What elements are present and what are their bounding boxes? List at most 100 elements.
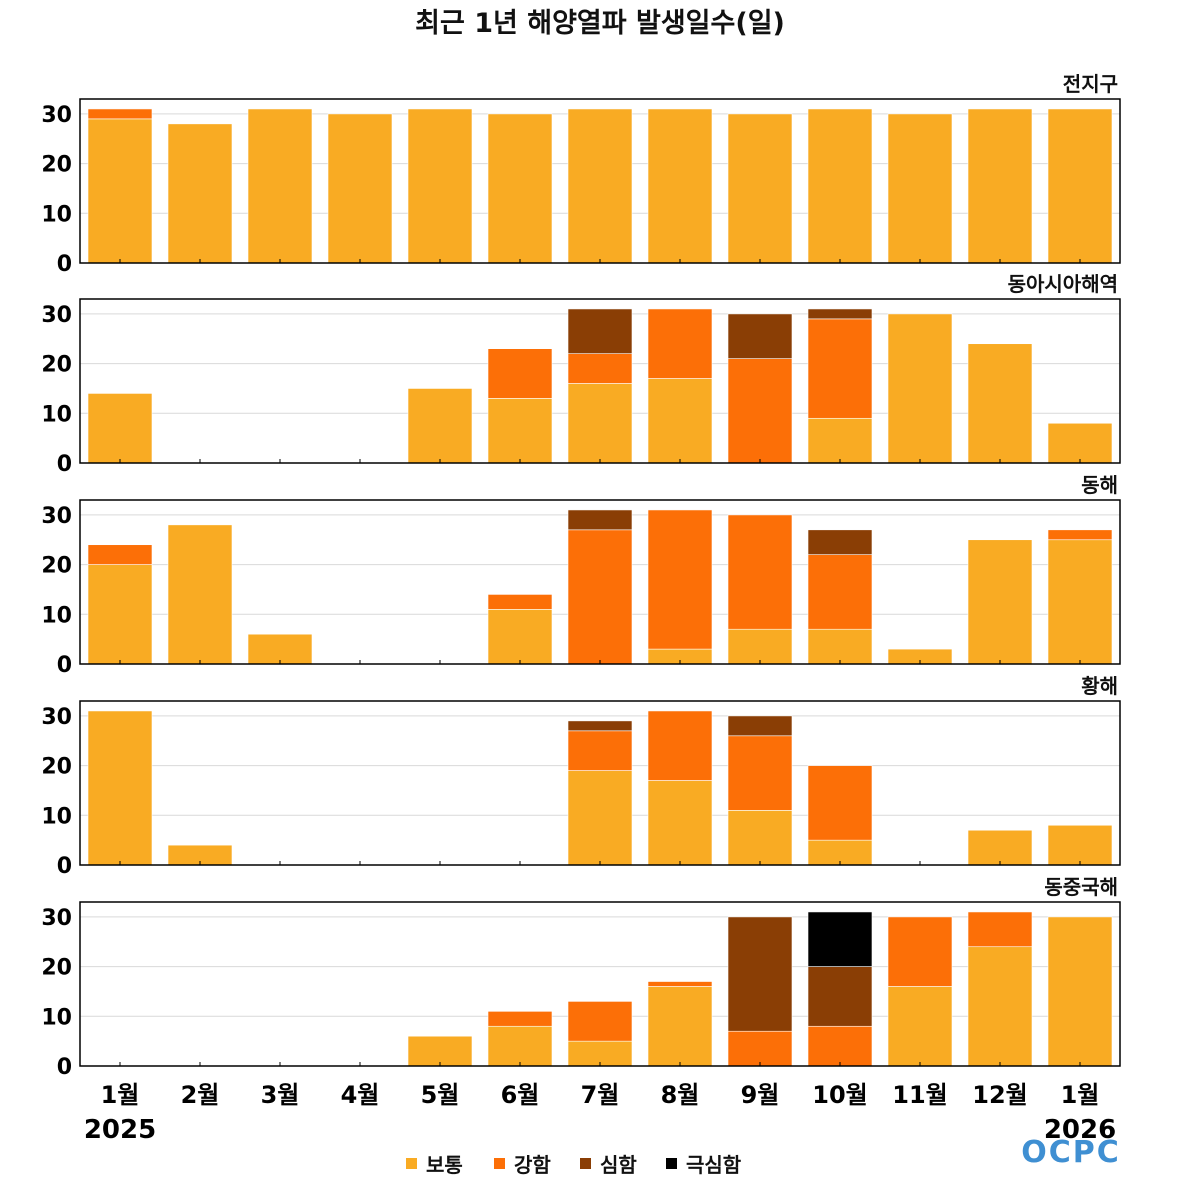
bar-segment — [487, 609, 553, 665]
panel-title: 전지구 — [1063, 72, 1118, 96]
chart-panels: 전지구 0 10 20 30 동아시아해역 0 10 20 30 동해 0 10 20 30 황해 0 10 20 3… — [41, 72, 1121, 1080]
panel-frame — [79, 700, 1121, 866]
y-tick-label: 20 — [41, 956, 72, 981]
bar-segment — [727, 358, 793, 464]
legend-label: 강함 — [514, 1153, 551, 1177]
bar-segment — [487, 113, 553, 264]
bar-segment — [807, 966, 873, 1027]
bar-segment — [487, 594, 553, 610]
bar-segment — [567, 353, 633, 384]
legend-swatch — [406, 1158, 417, 1169]
y-tick-label: 0 — [57, 854, 72, 879]
x-tick-label: 1월 — [1061, 1081, 1100, 1109]
bar-segment — [1047, 422, 1113, 464]
legend-label: 심함 — [600, 1153, 637, 1177]
y-tick-label: 10 — [41, 202, 72, 227]
panel-title: 황해 — [1081, 674, 1118, 698]
bar-segment — [407, 388, 473, 464]
panel: 동중국해 0 10 20 30 — [41, 875, 1121, 1080]
panel: 동해 0 10 20 30 — [41, 473, 1121, 678]
panel-title: 동해 — [1081, 473, 1118, 497]
bar-segment — [967, 911, 1033, 948]
y-tick-label: 20 — [41, 153, 72, 178]
bar-segment — [567, 509, 633, 531]
bar-segment — [567, 108, 633, 264]
bar-segment — [887, 986, 953, 1067]
x-tick-label: 11월 — [892, 1081, 947, 1109]
bar-segment — [967, 539, 1033, 665]
bar-segment — [487, 1025, 553, 1067]
bar-segment — [807, 628, 873, 665]
bar-segment — [167, 123, 233, 264]
bar-segment — [647, 308, 713, 379]
panel-frame — [79, 499, 1121, 665]
bar-segment — [727, 628, 793, 665]
y-tick-label: 30 — [41, 103, 72, 128]
bar-segment — [647, 378, 713, 464]
bar-segment — [567, 383, 633, 464]
bar-segment — [887, 313, 953, 464]
x-tick-label: 4월 — [341, 1081, 380, 1109]
y-tick-label: 20 — [41, 353, 72, 378]
bar-segment — [807, 417, 873, 464]
x-tick-label: 9월 — [741, 1081, 780, 1109]
panel-frame — [79, 98, 1121, 264]
x-tick-label: 2월 — [181, 1081, 220, 1109]
panel-frame — [79, 901, 1121, 1067]
x-tick-label: 3월 — [261, 1081, 300, 1109]
bar-segment — [1047, 916, 1113, 1067]
bar-segment — [967, 343, 1033, 464]
bar-segment — [167, 524, 233, 665]
bar-segment — [647, 981, 713, 987]
bar-segment — [1047, 824, 1113, 866]
bar-segment — [807, 1025, 873, 1067]
bar-segment — [567, 529, 633, 665]
x-tick-label: 1월 — [101, 1081, 140, 1109]
bar-segment — [407, 1035, 473, 1067]
bar-segment — [87, 564, 153, 665]
bar-segment — [807, 108, 873, 264]
bar-segment — [647, 710, 713, 781]
bar-segment — [647, 780, 713, 866]
ocpc-logo: OCPC — [1021, 1135, 1121, 1170]
legend-swatch — [494, 1158, 505, 1169]
y-tick-label: 30 — [41, 504, 72, 529]
x-tick-label: 12월 — [972, 1081, 1027, 1109]
bar-segment — [487, 398, 553, 464]
bar-segment — [567, 720, 633, 732]
bar-segment — [1047, 108, 1113, 264]
bar-segment — [967, 946, 1033, 1067]
y-tick-label: 30 — [41, 303, 72, 328]
panel: 황해 0 10 20 30 — [41, 674, 1121, 879]
y-tick-label: 10 — [41, 804, 72, 829]
bar-segment — [567, 1001, 633, 1042]
bar-segment — [1047, 529, 1113, 541]
legend-swatch — [666, 1158, 677, 1169]
x-axis: 1월 2월 3월 4월 5월 6월 7월 8월 9월 10월 11월 12월 1월 2025 2026 — [84, 1081, 1116, 1145]
panel: 전지구 0 10 20 30 — [41, 72, 1121, 277]
bar-segment — [727, 113, 793, 264]
panel: 동아시아해역 0 10 20 30 — [41, 272, 1121, 477]
x-tick-label: 7월 — [581, 1081, 620, 1109]
bar-segment — [247, 108, 313, 264]
legend-label: 극심함 — [686, 1153, 742, 1177]
legend: 보통 강함 심함 극심함 — [406, 1153, 742, 1177]
bar-segment — [327, 113, 393, 264]
bar-segment — [887, 916, 953, 987]
bar-segment — [247, 633, 313, 665]
y-tick-label: 30 — [41, 705, 72, 730]
y-tick-label: 20 — [41, 755, 72, 780]
y-tick-label: 0 — [57, 252, 72, 277]
y-tick-label: 0 — [57, 452, 72, 477]
bar-segment — [567, 1040, 633, 1067]
bar-segment — [87, 710, 153, 866]
panel-title: 동아시아해역 — [1008, 272, 1118, 296]
y-tick-label: 10 — [41, 402, 72, 427]
y-tick-label: 0 — [57, 653, 72, 678]
bar-segment — [727, 514, 793, 630]
bar-segment — [967, 829, 1033, 866]
bar-segment — [647, 509, 713, 650]
bar-segment — [487, 348, 553, 399]
bar-segment — [87, 393, 153, 464]
bar-segment — [87, 118, 153, 264]
